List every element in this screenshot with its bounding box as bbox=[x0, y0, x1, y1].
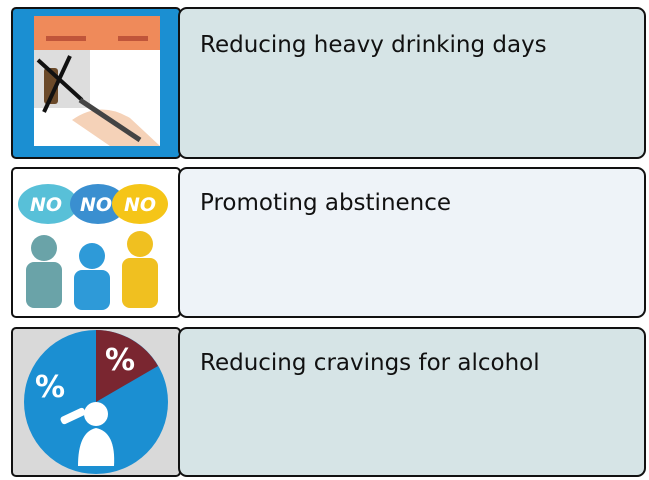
icon-text: % bbox=[35, 370, 65, 405]
icon-text: % bbox=[105, 343, 135, 378]
infographic: Reducing heavy drinking days NO NO NO Pr… bbox=[0, 0, 649, 480]
item-label: Promoting abstinence bbox=[200, 190, 451, 216]
calendar-icon bbox=[34, 16, 160, 146]
row: % % Reducing cravings for alcohol bbox=[12, 328, 645, 476]
icon-text: NO bbox=[80, 194, 112, 216]
row: Reducing heavy drinking days bbox=[12, 8, 645, 158]
icon-text: NO bbox=[124, 194, 156, 216]
item-label: Reducing heavy drinking days bbox=[200, 32, 547, 58]
icon-text: NO bbox=[30, 194, 62, 216]
text-box bbox=[179, 8, 645, 158]
item-label: Reducing cravings for alcohol bbox=[200, 350, 540, 376]
row: NO NO NO Promoting abstinence bbox=[12, 168, 645, 317]
